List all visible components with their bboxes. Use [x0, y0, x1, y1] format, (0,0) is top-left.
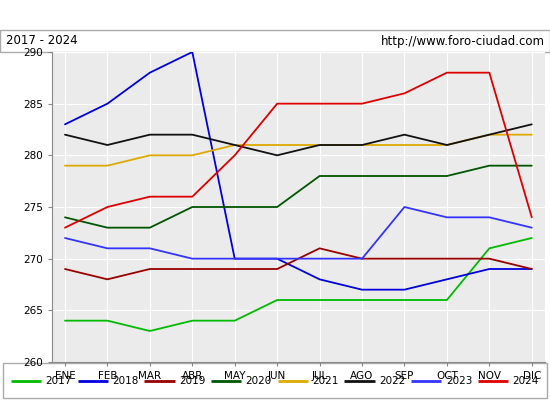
Text: 2022: 2022: [379, 376, 405, 386]
Text: 2023: 2023: [446, 376, 472, 386]
Text: 2019: 2019: [179, 376, 205, 386]
Text: 2017 - 2024: 2017 - 2024: [6, 34, 77, 48]
Text: 2018: 2018: [112, 376, 139, 386]
Text: Evolucion num de emigrantes en Rubite: Evolucion num de emigrantes en Rubite: [104, 8, 446, 22]
Text: 2024: 2024: [513, 376, 539, 386]
Text: http://www.foro-ciudad.com: http://www.foro-ciudad.com: [381, 34, 544, 48]
Text: 2017: 2017: [46, 376, 72, 386]
Text: 2021: 2021: [312, 376, 339, 386]
Text: 2020: 2020: [246, 376, 272, 386]
